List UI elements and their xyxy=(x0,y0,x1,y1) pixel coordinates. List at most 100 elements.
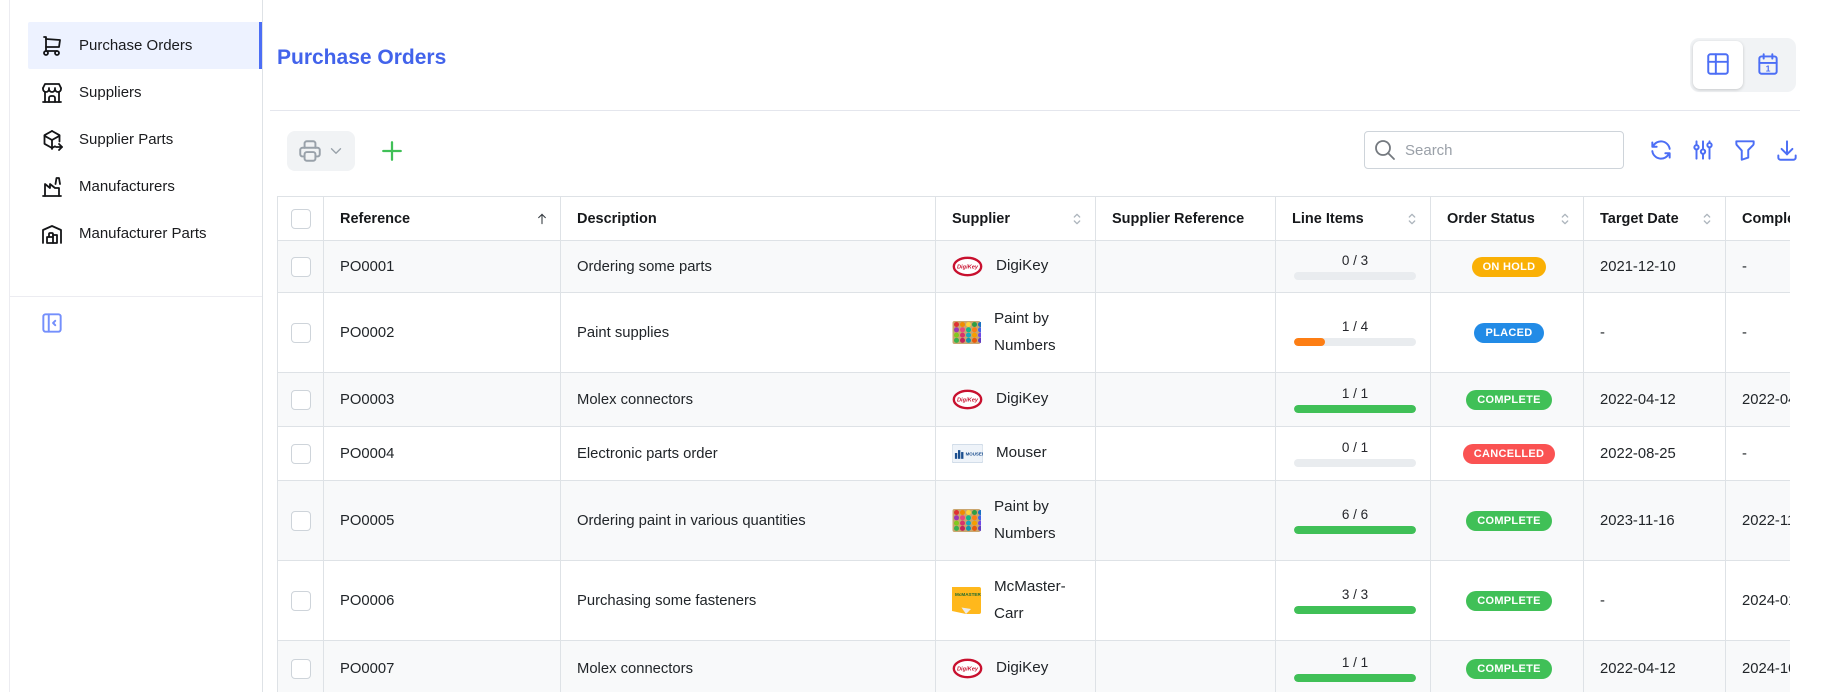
column-label: Line Items xyxy=(1292,210,1364,227)
calendar-view-button[interactable]: 1 xyxy=(1743,41,1793,89)
store-icon xyxy=(40,81,64,105)
row-checkbox[interactable] xyxy=(290,256,311,277)
column-header-supplier-reference[interactable]: Supplier Reference xyxy=(1095,196,1276,241)
select-all-checkbox[interactable] xyxy=(290,208,311,229)
cell-order-status: COMPLETE xyxy=(1430,560,1584,641)
svg-text:DigiKey: DigiKey xyxy=(957,265,979,271)
add-purchase-order-button[interactable] xyxy=(377,136,407,166)
row-checkbox[interactable] xyxy=(290,590,311,611)
refresh-icon xyxy=(1648,140,1674,166)
cell-reference: PO0003 xyxy=(323,372,561,427)
supplier-logo: MOUSER xyxy=(952,444,983,463)
status-badge: PLACED xyxy=(1474,322,1544,343)
line-items-count: 1 / 1 xyxy=(1341,386,1369,401)
status-badge: CANCELLED xyxy=(1462,443,1556,464)
cell-order-status: ON HOLD xyxy=(1430,240,1584,293)
column-header-description[interactable]: Description xyxy=(560,196,936,241)
line-items-count: 0 / 1 xyxy=(1341,440,1369,455)
sidebar-item-manufacturers[interactable]: Manufacturers xyxy=(10,163,262,210)
column-label: Supplier Reference xyxy=(1112,210,1245,227)
table-settings-button[interactable] xyxy=(1690,137,1716,163)
progress-bar xyxy=(1294,606,1416,614)
column-label: Order Status xyxy=(1447,210,1535,227)
cell-completion-date: 2022-11 xyxy=(1725,480,1790,561)
table-row[interactable]: PO0006 Purchasing some fasteners McMASTER.… xyxy=(277,560,1790,641)
sidebar-item-manufacturer-parts[interactable]: Manufacturer Parts xyxy=(10,210,262,257)
sidebar: Purchase Orders Suppliers Supplier Parts Ma… xyxy=(9,0,263,692)
row-checkbox[interactable] xyxy=(290,443,311,464)
status-badge: COMPLETE xyxy=(1466,658,1552,679)
cell-supplier: MOUSER Mouser xyxy=(935,426,1096,481)
sidebar-item-label: Purchase Orders xyxy=(79,37,193,54)
cell-reference: PO0007 xyxy=(323,640,561,692)
filter-button[interactable] xyxy=(1732,137,1758,163)
progress-bar xyxy=(1294,459,1416,467)
table-row[interactable]: PO0001 Ordering some parts DigiKey DigiKey 0… xyxy=(277,240,1790,293)
cell-description: Purchasing some fasteners xyxy=(560,560,936,641)
toolbar-right xyxy=(1364,131,1800,169)
row-checkbox[interactable] xyxy=(290,389,311,410)
column-label: Target Date xyxy=(1600,210,1679,227)
header-divider xyxy=(270,110,1800,111)
cell-target-date: 2021-12-10 xyxy=(1583,240,1726,293)
supplier-logo: DigiKey xyxy=(952,256,983,277)
cell-description: Molex connectors xyxy=(560,640,936,692)
sidebar-item-purchase-orders[interactable]: Purchase Orders xyxy=(28,22,262,69)
download-button[interactable] xyxy=(1774,137,1800,163)
sidebar-item-label: Supplier Parts xyxy=(79,131,174,148)
cell-order-status: COMPLETE xyxy=(1430,640,1584,692)
progress-bar xyxy=(1294,338,1416,346)
cell-completion-date: - xyxy=(1725,240,1790,293)
supplier-logo: McMASTER. xyxy=(952,587,981,614)
collapse-sidebar-button[interactable] xyxy=(39,310,65,336)
column-label: Description xyxy=(577,210,657,227)
table-row[interactable]: PO0003 Molex connectors DigiKey DigiKey 1 / … xyxy=(277,372,1790,427)
toolbar-left xyxy=(287,131,407,171)
cell-supplier: Paint by Numbers xyxy=(935,480,1096,561)
warehouse-icon xyxy=(40,222,64,246)
column-header-supplier[interactable]: Supplier xyxy=(935,196,1096,241)
cell-reference: PO0002 xyxy=(323,292,561,373)
column-header-target-date[interactable]: Target Date xyxy=(1583,196,1726,241)
sidebar-item-label: Suppliers xyxy=(79,84,142,101)
print-actions-button[interactable] xyxy=(287,131,355,171)
progress-bar xyxy=(1294,674,1416,682)
cell-completion-date: 2024-01 xyxy=(1725,560,1790,641)
cell-completion-date: - xyxy=(1725,426,1790,481)
svg-text:DigiKey: DigiKey xyxy=(957,398,979,404)
table-row[interactable]: PO0005 Ordering paint in various quantiti… xyxy=(277,480,1790,561)
svg-text:MOUSER: MOUSER xyxy=(966,451,983,456)
column-header-order-status[interactable]: Order Status xyxy=(1430,196,1584,241)
sidebar-item-supplier-parts[interactable]: Supplier Parts xyxy=(10,116,262,163)
column-header-completion-date[interactable]: Completion Date xyxy=(1725,196,1790,241)
cell-description: Ordering some parts xyxy=(560,240,936,293)
select-all-checkbox-header[interactable] xyxy=(277,196,324,241)
column-header-reference[interactable]: Reference xyxy=(323,196,561,241)
column-label: Completion Date xyxy=(1742,210,1790,227)
cell-line-items: 3 / 3 xyxy=(1275,560,1431,641)
column-header-line-items[interactable]: Line Items xyxy=(1275,196,1431,241)
sidebar-item-suppliers[interactable]: Suppliers xyxy=(10,69,262,116)
cell-supplier: DigiKey DigiKey xyxy=(935,372,1096,427)
table-row[interactable]: PO0007 Molex connectors DigiKey DigiKey 1 / … xyxy=(277,640,1790,692)
table-row[interactable]: PO0002 Paint supplies Paint by Numbers 1 / … xyxy=(277,292,1790,373)
row-checkbox[interactable] xyxy=(290,510,311,531)
status-badge: COMPLETE xyxy=(1466,389,1552,410)
row-checkbox[interactable] xyxy=(290,322,311,343)
purchase-orders-table-wrap: Reference Description Supplier Supplier Ref… xyxy=(277,196,1790,692)
table-view-button[interactable] xyxy=(1693,41,1743,89)
cell-order-status: CANCELLED xyxy=(1430,426,1584,481)
cell-supplier-reference xyxy=(1095,640,1276,692)
cell-reference: PO0004 xyxy=(323,426,561,481)
row-checkbox[interactable] xyxy=(290,658,311,679)
cell-supplier-reference xyxy=(1095,426,1276,481)
cell-supplier-reference xyxy=(1095,480,1276,561)
refresh-button[interactable] xyxy=(1648,137,1674,163)
sidebar-nav: Purchase Orders Suppliers Supplier Parts Ma… xyxy=(10,0,262,257)
supplier-name: DigiKey xyxy=(996,257,1049,275)
cart-icon xyxy=(40,34,64,58)
search-input[interactable] xyxy=(1364,131,1624,169)
cell-order-status: PLACED xyxy=(1430,292,1584,373)
